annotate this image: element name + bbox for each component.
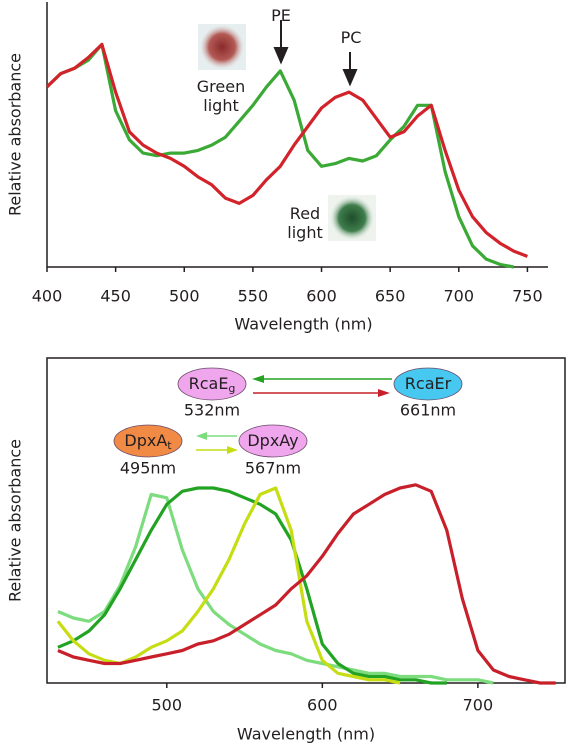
node-label-main: DpxA [124,431,167,450]
arrow-head [378,389,390,397]
node-label: RcaEg [189,374,236,396]
arrow-head [196,432,207,440]
series-line [57,486,447,685]
node [393,367,463,401]
x-tick-label: 450 [100,287,131,306]
series-line [45,42,514,269]
node-label-main: DpxAy [247,431,298,450]
node-wavelength: 532nm [184,401,240,420]
annotation: PE [271,6,291,25]
alga-red [200,25,244,69]
x-tick-label: 600 [306,287,337,306]
node [113,424,183,458]
series-line [57,492,494,685]
plot-frame [46,357,566,684]
x-tick-label: 700 [444,287,475,306]
x-tick-label: 400 [32,287,63,306]
x-tick-label: 750 [512,287,543,306]
arrow-head [273,47,289,65]
node [177,367,247,401]
x-tick-label: 500 [152,696,183,715]
node-label-sub: t [167,439,172,452]
arrow-head [342,69,358,87]
annotation: Red light [287,204,323,242]
node-label-sub: g [228,382,235,395]
y-axis-label: Relative absorbance [6,439,25,602]
node [238,424,308,458]
x-tick-label: 700 [463,696,494,715]
y-axis-label: Relative absorbance [6,53,25,216]
annotation: PC [340,28,362,47]
x-axis-label: Wavelength (nm) [234,315,372,334]
series-line [56,486,401,685]
node-label-main: RcaEr [405,374,452,393]
node-label: DpxAt [124,431,172,453]
arrow-head [252,375,264,383]
alga-green [330,196,374,240]
series-line [57,483,556,685]
x-tick-label: 500 [169,287,200,306]
arrow-head [227,446,238,454]
node-wavelength: 661nm [400,401,456,420]
x-axis-label: Wavelength (nm) [237,725,375,744]
node-wavelength: 567nm [245,459,301,478]
x-tick-label: 550 [238,287,269,306]
node-wavelength: 495nm [120,459,176,478]
x-tick-label: 650 [375,287,406,306]
node-label: RcaEr [405,374,452,393]
node-label: DpxAy [247,431,298,450]
series-line [45,42,528,258]
x-tick-label: 600 [307,696,338,715]
node-label-main: RcaE [189,374,229,393]
annotation: Green light [196,77,246,115]
